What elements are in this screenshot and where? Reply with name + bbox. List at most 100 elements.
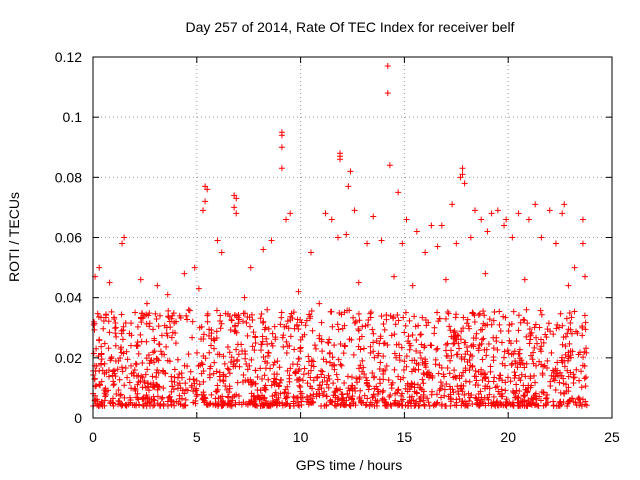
data-point <box>527 384 534 391</box>
data-point <box>119 368 126 375</box>
data-point <box>323 401 330 408</box>
data-point <box>228 354 235 361</box>
data-point <box>561 201 568 208</box>
data-point <box>154 366 161 373</box>
data-point <box>531 324 538 331</box>
data-point <box>460 325 467 332</box>
data-point <box>409 332 416 339</box>
data-point <box>122 402 129 409</box>
data-point <box>413 348 420 355</box>
data-point <box>145 352 152 359</box>
data-point <box>261 385 268 392</box>
data-point <box>299 377 306 384</box>
data-point <box>118 330 125 337</box>
data-point <box>259 338 266 345</box>
data-point <box>477 400 484 407</box>
data-point <box>193 387 200 394</box>
data-point <box>141 378 148 385</box>
data-point <box>446 370 453 377</box>
data-point <box>171 402 178 409</box>
data-point <box>329 323 336 330</box>
data-point <box>390 315 397 322</box>
data-point <box>159 394 166 401</box>
data-point <box>490 345 497 352</box>
data-point <box>373 399 380 406</box>
data-point <box>135 378 142 385</box>
data-point <box>352 388 359 395</box>
data-point <box>327 359 334 366</box>
data-point <box>551 377 558 384</box>
data-point <box>436 315 443 322</box>
data-point <box>433 391 440 398</box>
data-point <box>564 367 571 374</box>
data-point <box>179 402 186 409</box>
data-point <box>225 366 232 373</box>
data-point <box>182 396 189 403</box>
data-point <box>519 360 526 367</box>
data-point <box>369 326 376 333</box>
data-point <box>388 332 395 339</box>
data-point <box>122 319 129 326</box>
data-point <box>325 339 332 346</box>
data-point <box>447 395 454 402</box>
data-point <box>409 282 416 289</box>
data-point <box>577 349 584 356</box>
data-point <box>583 345 590 352</box>
data-point <box>337 341 344 348</box>
data-point <box>248 311 255 318</box>
data-point <box>472 394 479 401</box>
data-point <box>139 374 146 381</box>
data-point <box>452 314 459 321</box>
data-point <box>582 319 589 326</box>
data-point <box>547 378 554 385</box>
data-point <box>316 300 323 307</box>
data-point <box>187 368 194 375</box>
data-point <box>309 327 316 334</box>
data-point <box>132 309 139 316</box>
data-point <box>437 379 444 386</box>
data-point <box>377 380 384 387</box>
data-point <box>355 343 362 350</box>
y-tick-label: 0.08 <box>55 169 82 185</box>
data-point <box>370 339 377 346</box>
data-point <box>395 189 402 196</box>
data-point <box>378 313 385 320</box>
data-point <box>515 312 522 319</box>
data-point <box>371 354 378 361</box>
data-point <box>344 307 351 314</box>
data-point <box>490 378 497 385</box>
data-point <box>189 318 196 325</box>
data-point <box>481 346 488 353</box>
data-point <box>306 311 313 318</box>
data-point <box>581 348 588 355</box>
y-tick-label: 0.02 <box>55 350 82 366</box>
data-point <box>434 345 441 352</box>
data-point <box>475 368 482 375</box>
data-point <box>111 381 118 388</box>
data-point <box>418 386 425 393</box>
data-point <box>383 316 390 323</box>
data-point <box>341 342 348 349</box>
data-point <box>308 367 315 374</box>
data-point <box>417 331 424 338</box>
data-point <box>271 323 278 330</box>
data-point <box>573 328 580 335</box>
data-point <box>413 389 420 396</box>
data-point <box>398 344 405 351</box>
data-point <box>470 334 477 341</box>
data-point <box>198 323 205 330</box>
data-point <box>451 333 458 340</box>
data-point <box>380 371 387 378</box>
data-point <box>423 371 430 378</box>
data-point <box>558 372 565 379</box>
data-point <box>503 396 510 403</box>
data-point <box>548 349 555 356</box>
data-point <box>171 379 178 386</box>
data-point <box>520 398 527 405</box>
data-point <box>235 314 242 321</box>
data-point <box>473 395 480 402</box>
data-point <box>499 377 506 384</box>
x-tick-label: 15 <box>397 429 413 445</box>
data-point <box>259 319 266 326</box>
data-point <box>404 399 411 406</box>
